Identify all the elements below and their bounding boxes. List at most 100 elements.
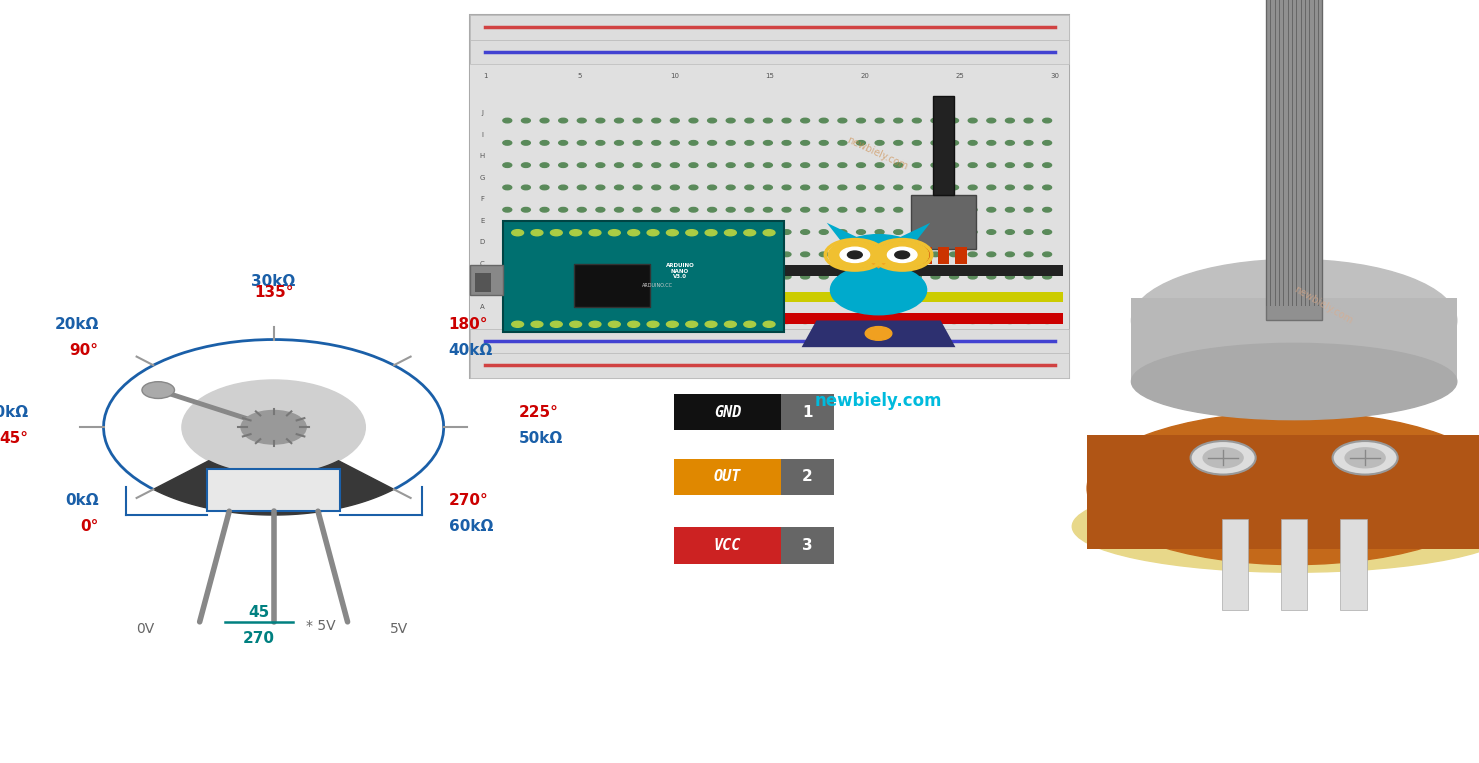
Bar xyxy=(674,394,781,430)
Circle shape xyxy=(707,140,716,145)
Circle shape xyxy=(800,208,809,212)
Circle shape xyxy=(559,252,568,256)
Text: H: H xyxy=(479,153,485,159)
Bar xyxy=(1131,298,1457,382)
Circle shape xyxy=(986,275,995,279)
Circle shape xyxy=(950,297,958,301)
Circle shape xyxy=(707,118,716,123)
Circle shape xyxy=(1006,230,1015,234)
Circle shape xyxy=(930,230,939,234)
Circle shape xyxy=(839,230,847,234)
Text: J: J xyxy=(481,110,484,116)
Circle shape xyxy=(893,208,902,212)
Circle shape xyxy=(670,163,679,167)
Circle shape xyxy=(633,252,642,256)
Circle shape xyxy=(652,185,661,190)
Circle shape xyxy=(1023,208,1032,212)
Circle shape xyxy=(986,230,995,234)
Circle shape xyxy=(540,208,549,212)
Circle shape xyxy=(707,185,716,190)
Text: 60kΩ: 60kΩ xyxy=(448,519,493,534)
Text: 50kΩ: 50kΩ xyxy=(519,431,563,446)
Circle shape xyxy=(986,252,995,256)
Circle shape xyxy=(615,230,624,234)
Text: * 5V: * 5V xyxy=(306,619,336,633)
Circle shape xyxy=(986,118,995,123)
Bar xyxy=(734,291,1063,302)
Circle shape xyxy=(893,140,902,145)
Circle shape xyxy=(726,118,735,123)
Circle shape xyxy=(569,230,581,236)
Circle shape xyxy=(522,275,531,279)
Circle shape xyxy=(577,185,586,190)
Circle shape xyxy=(763,252,772,256)
Circle shape xyxy=(633,319,642,324)
Circle shape xyxy=(596,319,605,324)
Circle shape xyxy=(1043,163,1052,167)
Text: 90°: 90° xyxy=(70,343,99,358)
Circle shape xyxy=(913,252,921,256)
Circle shape xyxy=(744,230,756,236)
Circle shape xyxy=(876,297,884,301)
Circle shape xyxy=(627,230,639,236)
Text: 20: 20 xyxy=(861,73,870,79)
Circle shape xyxy=(782,118,791,123)
Circle shape xyxy=(540,319,549,324)
Circle shape xyxy=(819,319,828,324)
Circle shape xyxy=(577,275,586,279)
Circle shape xyxy=(986,185,995,190)
Circle shape xyxy=(670,185,679,190)
Circle shape xyxy=(782,319,791,324)
Circle shape xyxy=(142,382,175,398)
Bar xyxy=(734,313,1063,324)
Circle shape xyxy=(670,208,679,212)
Circle shape xyxy=(839,297,847,301)
Circle shape xyxy=(819,208,828,212)
Circle shape xyxy=(1043,140,1052,145)
Circle shape xyxy=(596,275,605,279)
Circle shape xyxy=(589,230,600,236)
Circle shape xyxy=(913,230,921,234)
Text: I: I xyxy=(481,131,484,137)
Text: 0°: 0° xyxy=(80,519,99,534)
Circle shape xyxy=(1023,319,1032,324)
Circle shape xyxy=(800,275,809,279)
Circle shape xyxy=(522,297,531,301)
Text: 45°: 45° xyxy=(0,431,28,446)
Circle shape xyxy=(670,319,679,324)
Circle shape xyxy=(577,297,586,301)
Circle shape xyxy=(745,230,754,234)
Circle shape xyxy=(763,275,772,279)
Text: 25: 25 xyxy=(955,73,964,79)
Circle shape xyxy=(615,252,624,256)
Circle shape xyxy=(887,247,917,262)
Bar xyxy=(734,266,1063,276)
Bar xyxy=(1087,435,1479,549)
Circle shape xyxy=(689,230,698,234)
Text: newbiely.com: newbiely.com xyxy=(815,391,942,410)
Circle shape xyxy=(1006,185,1015,190)
Circle shape xyxy=(969,208,978,212)
Circle shape xyxy=(856,230,865,234)
Circle shape xyxy=(596,163,605,167)
Circle shape xyxy=(800,163,809,167)
Circle shape xyxy=(1043,297,1052,301)
Circle shape xyxy=(559,140,568,145)
Text: 40kΩ: 40kΩ xyxy=(448,343,493,358)
Circle shape xyxy=(763,297,772,301)
Text: 3: 3 xyxy=(802,538,813,553)
Ellipse shape xyxy=(836,235,921,277)
Circle shape xyxy=(782,208,791,212)
Text: 180°: 180° xyxy=(448,317,488,332)
Circle shape xyxy=(1023,275,1032,279)
Circle shape xyxy=(893,185,902,190)
Circle shape xyxy=(540,163,549,167)
Text: D: D xyxy=(479,240,485,246)
Circle shape xyxy=(503,297,512,301)
Circle shape xyxy=(930,118,939,123)
Circle shape xyxy=(819,275,828,279)
Circle shape xyxy=(725,321,737,327)
Circle shape xyxy=(969,252,978,256)
Circle shape xyxy=(707,252,716,256)
Circle shape xyxy=(707,297,716,301)
